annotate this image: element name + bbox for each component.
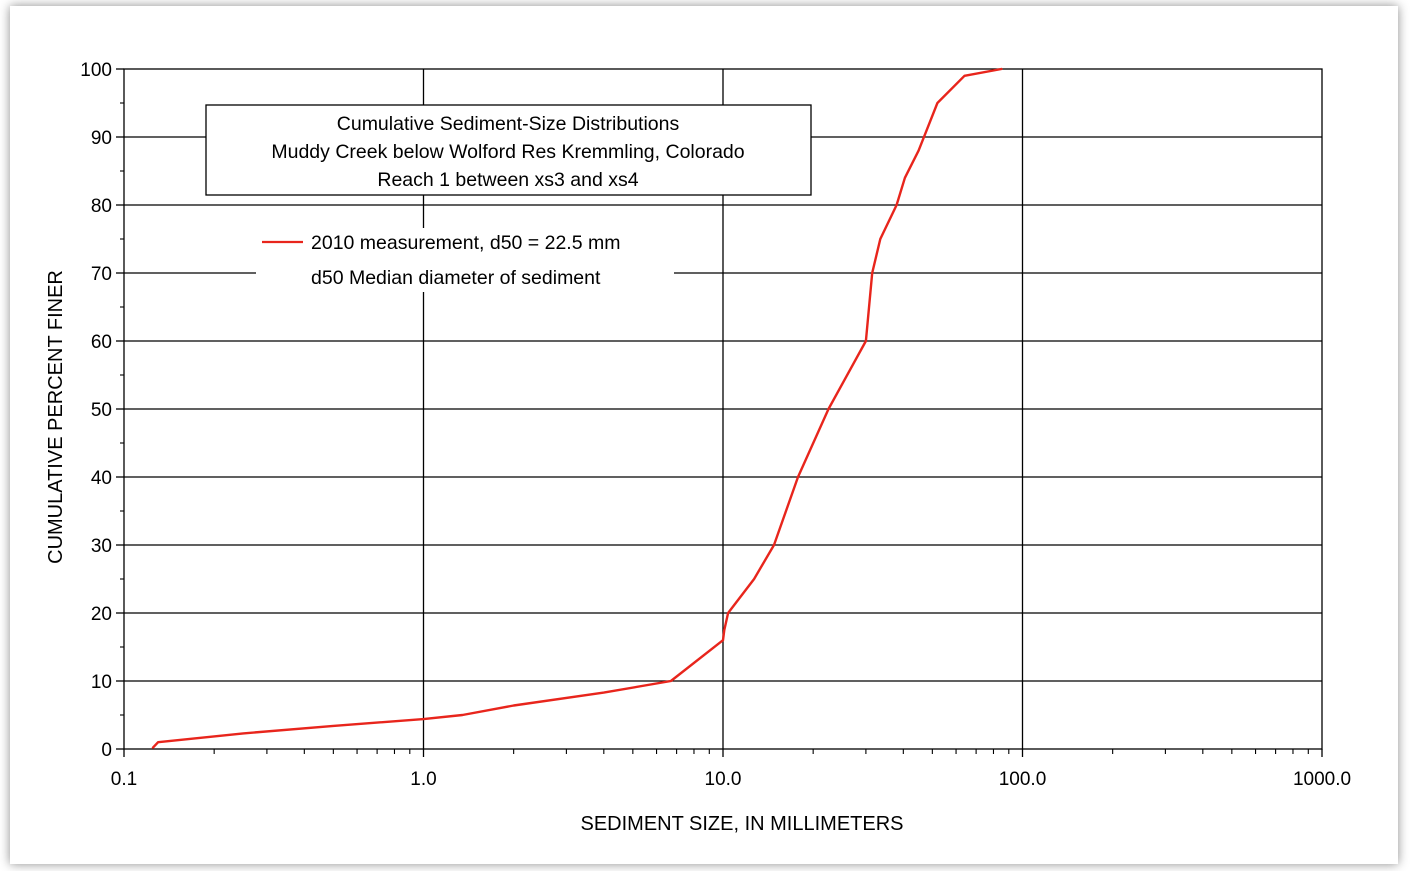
y-axis-title: CUMULATIVE PERCENT FINER <box>45 270 67 564</box>
title-box-frame <box>205 104 812 196</box>
legend-note: d50 Median diameter of sediment <box>311 267 601 289</box>
y-tick-label: 60 <box>91 332 112 353</box>
y-tick-label: 70 <box>91 264 112 285</box>
legend: 2010 measurement, d50 = 22.5 mm d50 Medi… <box>256 228 674 292</box>
y-tick-label: 40 <box>91 468 112 489</box>
y-tick-label: 0 <box>101 740 112 761</box>
y-tick-label: 10 <box>91 672 112 693</box>
x-tick-labels: 0.1 1.0 10.0 100.0 1000.0 <box>111 769 1351 790</box>
minor-ticks <box>116 68 1323 757</box>
y-tick-label: 80 <box>91 196 112 217</box>
legend-background <box>256 228 674 292</box>
chart-figure: 0.1 1.0 10.0 100.0 1000.0 0 10 20 30 40 50 60 70 80 9… <box>10 6 1398 864</box>
x-axis-title: SEDIMENT SIZE, IN MILLIMETERS <box>580 813 903 835</box>
y-tick-label: 20 <box>91 604 112 625</box>
title-line-2: Muddy Creek below Wolford Res Kremmling,… <box>271 141 744 163</box>
chart-svg: 0.1 1.0 10.0 100.0 1000.0 0 10 20 30 40 50 60 70 80 9… <box>45 60 1351 835</box>
title-line-1: Cumulative Sediment-Size Distributions <box>337 113 680 135</box>
y-tick-labels: 0 10 20 30 40 50 60 70 80 90 100 <box>80 60 112 761</box>
x-tick-label: 0.1 <box>111 769 137 790</box>
title-box: Cumulative Sediment-Size Distributions M… <box>205 104 812 196</box>
series-line <box>151 67 1003 749</box>
series-layer <box>151 67 1003 749</box>
legend-series-label: 2010 measurement, d50 = 22.5 mm <box>311 232 620 254</box>
y-tick-label: 100 <box>80 60 112 81</box>
x-tick-label: 1000.0 <box>1293 769 1351 790</box>
y-tick-label: 30 <box>91 536 112 557</box>
title-line-3: Reach 1 between xs3 and xs4 <box>377 169 638 191</box>
x-tick-label: 10.0 <box>705 769 742 790</box>
x-tick-label: 1.0 <box>410 769 436 790</box>
x-tick-label: 100.0 <box>999 769 1047 790</box>
plot-frame <box>123 68 1323 750</box>
y-tick-label: 90 <box>91 128 112 149</box>
y-tick-label: 50 <box>91 400 112 421</box>
